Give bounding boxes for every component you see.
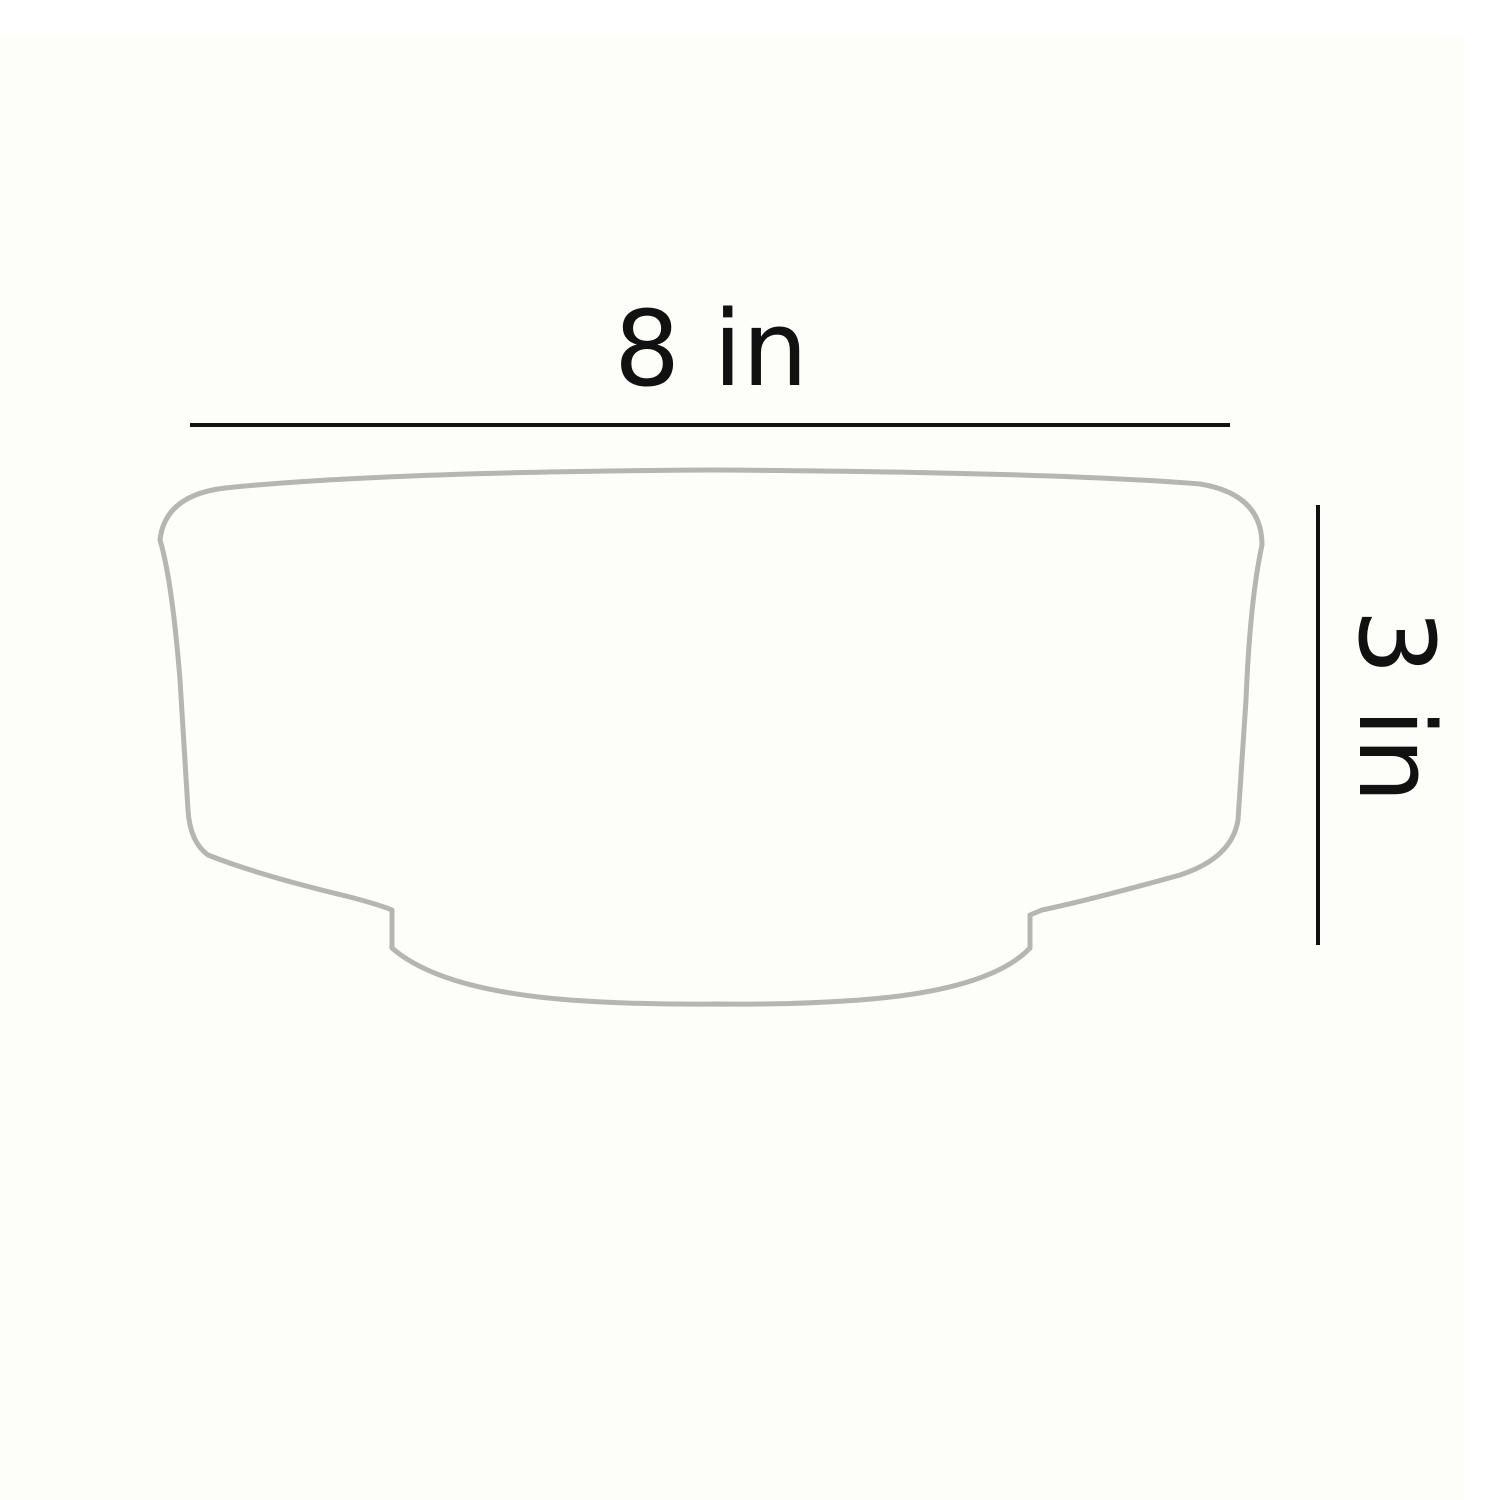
width-label: 8 in: [614, 288, 808, 410]
background-panel: [0, 36, 1464, 1500]
height-label: 3 in: [1335, 609, 1457, 803]
height-dimension: 3 in: [1316, 505, 1457, 945]
width-dimension: 8 in: [190, 288, 1230, 427]
bowl-outline: [157, 467, 1265, 1007]
